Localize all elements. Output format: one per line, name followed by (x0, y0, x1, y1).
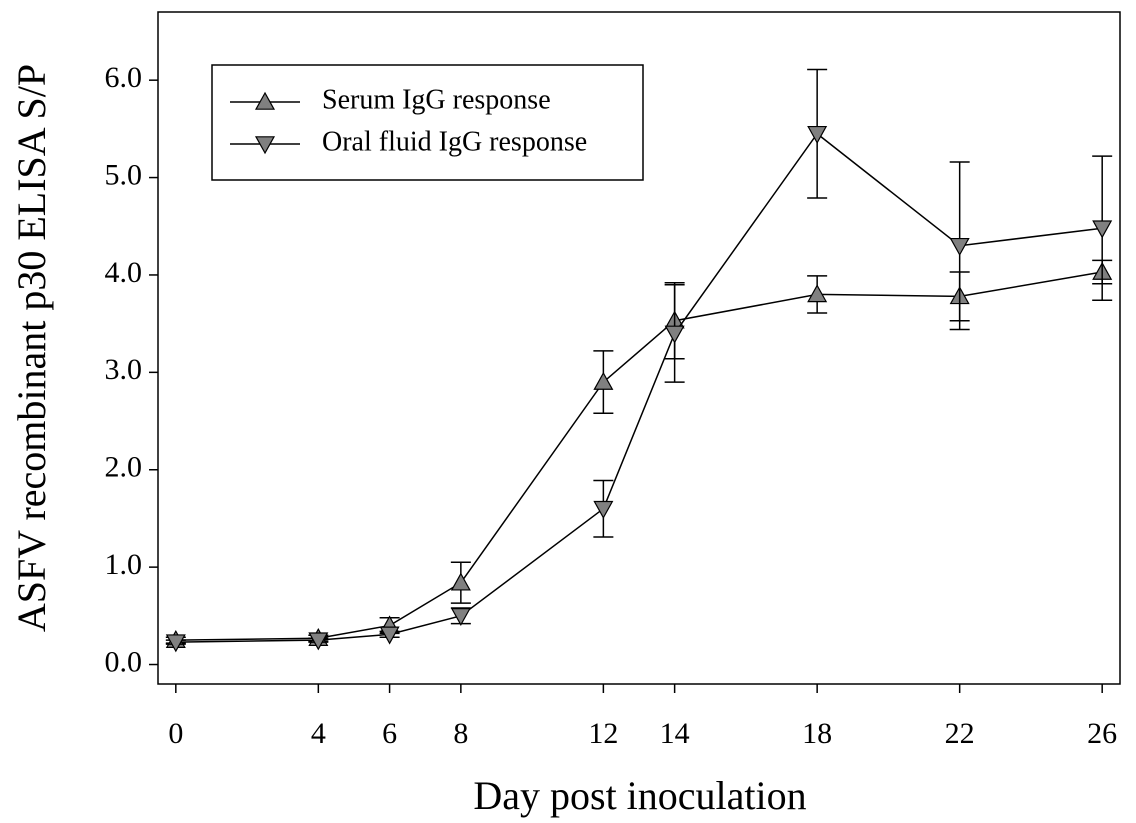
legend-label: Oral fluid IgG response (322, 126, 587, 157)
y-tick-label: 0.0 (105, 645, 143, 678)
marker (450, 608, 471, 627)
marker (593, 371, 614, 390)
x-tick-label: 14 (660, 717, 690, 750)
marker (949, 237, 970, 256)
x-tick-label: 0 (168, 717, 183, 750)
y-tick-label: 5.0 (105, 158, 143, 191)
legend-label: Serum IgG response (322, 84, 551, 115)
y-tick-label: 1.0 (105, 548, 143, 581)
y-tick-label: 3.0 (105, 353, 143, 386)
x-tick-label: 12 (588, 717, 618, 750)
x-tick-label: 8 (453, 717, 468, 750)
series-line (175, 132, 1103, 643)
marker (807, 284, 828, 303)
legend-box (211, 64, 644, 181)
marker (165, 634, 186, 653)
x-tick-label: 26 (1087, 717, 1117, 750)
x-tick-label: 6 (382, 717, 397, 750)
marker (593, 500, 614, 519)
x-axis-label: Day post inoculation (473, 773, 806, 818)
plot-frame (157, 11, 1121, 685)
marker (807, 125, 828, 144)
y-tick-label: 4.0 (105, 256, 143, 289)
x-tick-label: 22 (945, 717, 975, 750)
x-tick-label: 18 (802, 717, 832, 750)
marker (664, 325, 685, 344)
marker (379, 626, 400, 645)
legend-marker (254, 136, 276, 155)
x-tick-label: 4 (311, 717, 326, 750)
y-tick-label: 6.0 (105, 61, 143, 94)
marker (1092, 220, 1113, 239)
y-tick-label: 2.0 (105, 451, 143, 484)
y-axis-label: ASFV recombinant p30 ELISA S/P (9, 64, 54, 632)
series-line (175, 271, 1103, 641)
marker (308, 632, 329, 651)
marker (450, 572, 471, 591)
legend-marker (254, 91, 276, 110)
